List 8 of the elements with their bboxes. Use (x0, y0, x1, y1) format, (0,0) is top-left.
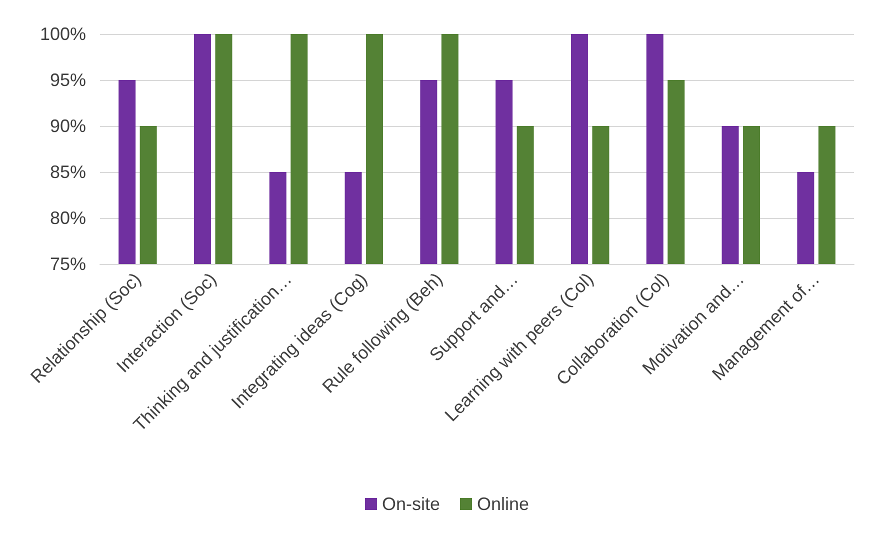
y-tick-label: 100% (40, 24, 86, 44)
y-tick-label: 75% (50, 254, 86, 274)
legend-label: On-site (382, 494, 440, 514)
y-tick-label: 90% (50, 116, 86, 136)
y-tick-label: 85% (50, 162, 86, 182)
legend-label: Online (476, 494, 530, 514)
y-tick-label: 95% (50, 70, 86, 90)
y-tick-label: 80% (50, 208, 86, 228)
